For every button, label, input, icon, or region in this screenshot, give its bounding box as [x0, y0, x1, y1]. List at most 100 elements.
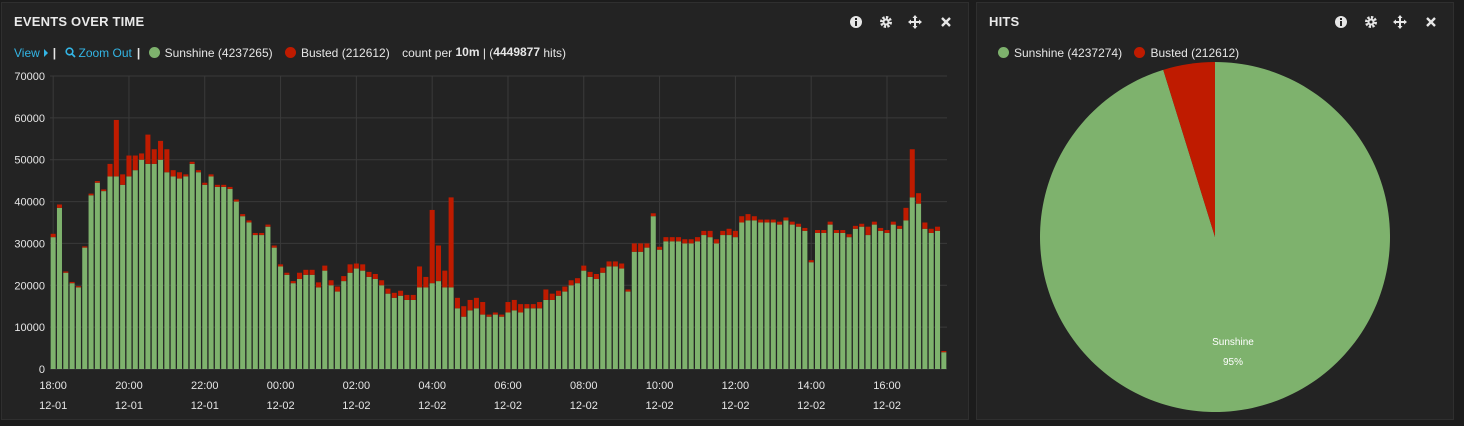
bar-busted[interactable]: [650, 213, 656, 217]
bar-busted[interactable]: [840, 230, 846, 233]
bar-busted[interactable]: [448, 197, 454, 288]
bar-sunshine[interactable]: [524, 308, 530, 369]
bar-busted[interactable]: [132, 155, 138, 171]
bar-sunshine[interactable]: [852, 228, 858, 369]
bar-busted[interactable]: [145, 134, 151, 164]
bar-sunshine[interactable]: [612, 266, 618, 369]
bar-busted[interactable]: [802, 227, 808, 231]
bar-sunshine[interactable]: [821, 232, 827, 369]
bar-sunshine[interactable]: [347, 272, 353, 369]
bar-sunshine[interactable]: [682, 243, 688, 369]
bar-sunshine[interactable]: [935, 230, 941, 369]
bar-busted[interactable]: [189, 161, 195, 164]
bar-sunshine[interactable]: [713, 243, 719, 369]
bar-busted[interactable]: [429, 209, 435, 284]
bar-busted[interactable]: [467, 299, 473, 311]
bar-busted[interactable]: [442, 270, 448, 288]
bar-sunshine[interactable]: [442, 287, 448, 369]
bar-sunshine[interactable]: [265, 226, 271, 369]
bar-sunshine[interactable]: [158, 159, 164, 369]
bar-sunshine[interactable]: [379, 285, 385, 369]
bar-busted[interactable]: [821, 230, 827, 233]
bar-busted[interactable]: [278, 264, 284, 267]
bar-sunshine[interactable]: [309, 274, 315, 369]
bar-sunshine[interactable]: [758, 222, 764, 370]
bar-busted[interactable]: [808, 260, 814, 263]
bar-busted[interactable]: [473, 297, 479, 309]
bar-sunshine[interactable]: [707, 237, 713, 369]
bar-sunshine[interactable]: [214, 186, 220, 369]
bar-sunshine[interactable]: [833, 232, 839, 369]
bar-sunshine[interactable]: [290, 283, 296, 369]
bar-sunshine[interactable]: [473, 308, 479, 369]
bar-sunshine[interactable]: [126, 176, 132, 369]
bar-busted[interactable]: [284, 272, 290, 275]
bar-sunshine[interactable]: [827, 224, 833, 369]
bar-busted[interactable]: [941, 351, 947, 353]
bar-sunshine[interactable]: [701, 235, 707, 369]
bar-busted[interactable]: [928, 228, 934, 233]
bar-busted[interactable]: [543, 289, 549, 300]
bar-sunshine[interactable]: [183, 176, 189, 369]
bar-busted[interactable]: [113, 119, 119, 177]
bar-sunshine[interactable]: [404, 299, 410, 369]
bar-busted[interactable]: [372, 273, 378, 280]
bar-busted[interactable]: [581, 265, 587, 271]
bar-busted[interactable]: [328, 280, 334, 286]
bar-busted[interactable]: [385, 288, 391, 294]
bar-busted[interactable]: [214, 184, 220, 187]
bar-busted[interactable]: [865, 226, 871, 236]
bar-busted[interactable]: [745, 214, 751, 221]
bar-sunshine[interactable]: [726, 235, 732, 369]
bar-busted[interactable]: [922, 222, 928, 229]
bar-sunshine[interactable]: [897, 228, 903, 369]
bar-busted[interactable]: [789, 221, 795, 225]
bar-busted[interactable]: [69, 281, 75, 284]
bar-busted[interactable]: [587, 271, 593, 277]
bar-busted[interactable]: [360, 264, 366, 271]
bar-busted[interactable]: [227, 186, 233, 190]
bar-sunshine[interactable]: [372, 279, 378, 369]
bar-sunshine[interactable]: [366, 276, 372, 369]
bar-busted[interactable]: [770, 219, 776, 223]
bar-sunshine[interactable]: [903, 220, 909, 369]
bar-sunshine[interactable]: [619, 268, 625, 369]
bar-sunshine[interactable]: [385, 293, 391, 369]
bar-sunshine[interactable]: [745, 220, 751, 369]
bar-busted[interactable]: [265, 224, 271, 227]
pie-slice-busted[interactable]: [1163, 62, 1215, 237]
bar-sunshine[interactable]: [878, 230, 884, 369]
bar-busted[interactable]: [701, 230, 707, 236]
bar-sunshine[interactable]: [796, 226, 802, 369]
bar-busted[interactable]: [593, 273, 599, 280]
bar-sunshine[interactable]: [663, 241, 669, 369]
bar-sunshine[interactable]: [328, 285, 334, 369]
bar-sunshine[interactable]: [777, 224, 783, 369]
bar-busted[interactable]: [297, 272, 303, 280]
bar-sunshine[interactable]: [884, 232, 890, 369]
bar-busted[interactable]: [688, 239, 694, 244]
bar-busted[interactable]: [404, 294, 410, 300]
bar-busted[interactable]: [814, 230, 821, 233]
bar-sunshine[interactable]: [941, 352, 947, 369]
bar-busted[interactable]: [574, 278, 580, 284]
legend-busted[interactable]: Busted (212612): [301, 45, 390, 60]
bar-sunshine[interactable]: [56, 207, 62, 369]
bar-sunshine[interactable]: [676, 241, 682, 369]
info-icon[interactable]: [848, 14, 864, 30]
bar-busted[interactable]: [739, 216, 745, 223]
bar-sunshine[interactable]: [916, 203, 922, 369]
bar-sunshine[interactable]: [233, 201, 239, 369]
bar-sunshine[interactable]: [480, 314, 486, 369]
bar-busted[interactable]: [151, 149, 157, 164]
bar-sunshine[interactable]: [170, 176, 176, 369]
bar-sunshine[interactable]: [650, 216, 656, 369]
bar-sunshine[interactable]: [145, 163, 151, 369]
move-icon[interactable]: [1392, 14, 1408, 30]
bar-busted[interactable]: [505, 302, 511, 313]
bar-busted[interactable]: [846, 234, 852, 238]
bar-sunshine[interactable]: [814, 232, 821, 369]
bar-busted[interactable]: [158, 140, 164, 160]
bar-busted[interactable]: [732, 230, 738, 238]
bar-sunshine[interactable]: [669, 241, 675, 369]
